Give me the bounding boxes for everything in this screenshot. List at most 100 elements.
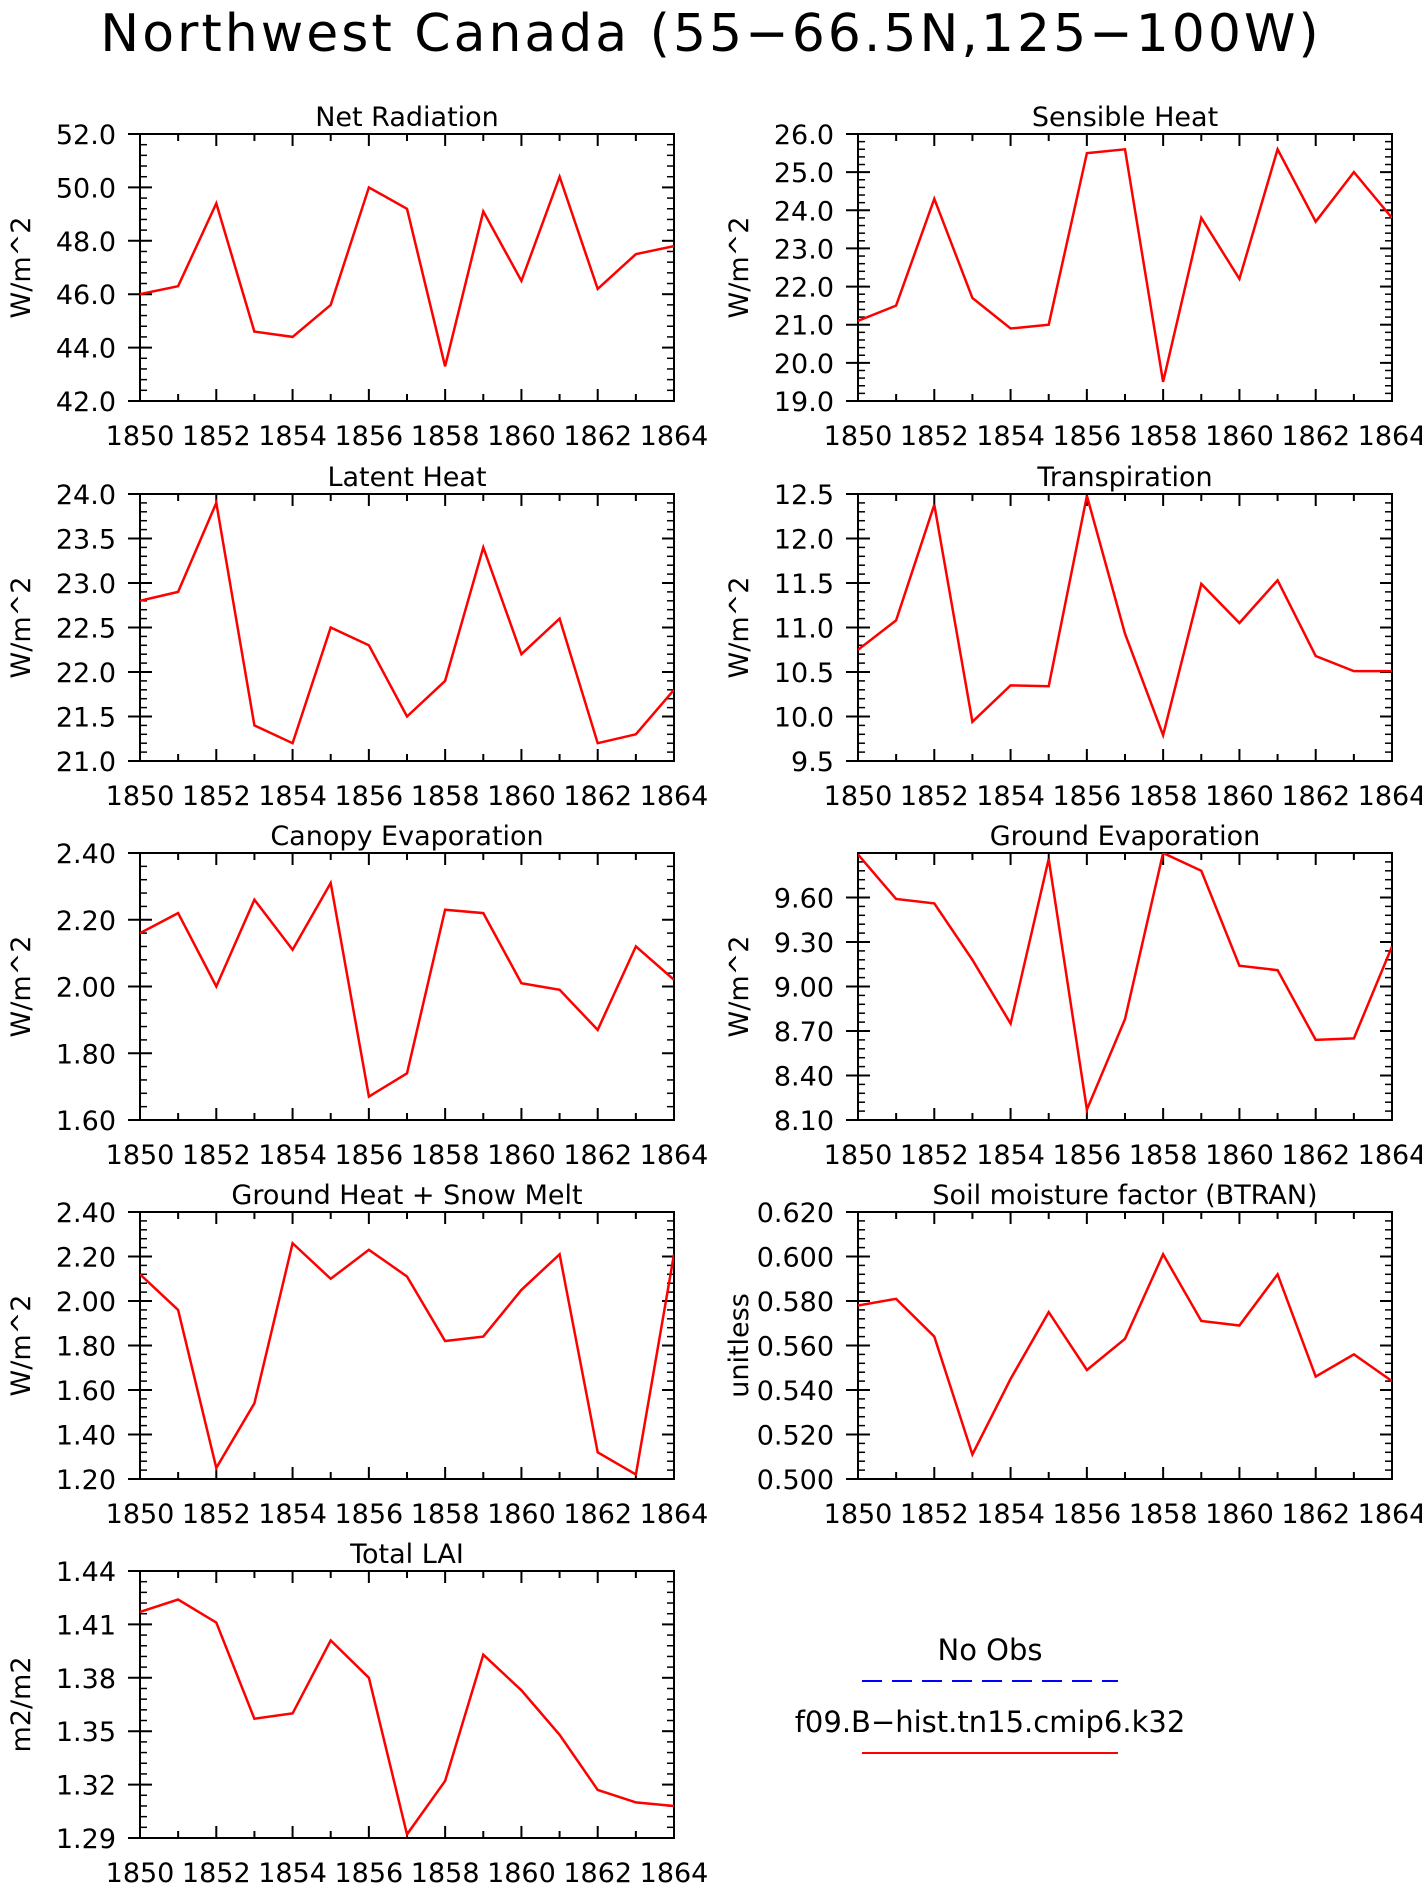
x-tick-label: 1852 (182, 781, 251, 812)
x-tick-label: 1858 (411, 1858, 480, 1889)
y-tick-label: 9.5 (791, 747, 834, 778)
x-tick-label: 1854 (258, 1140, 327, 1171)
y-axis-label: W/m^2 (6, 577, 37, 679)
x-tick-label: 1852 (900, 421, 969, 452)
y-tick-label: 10.0 (774, 703, 834, 734)
y-tick-label: 26.0 (774, 120, 834, 151)
chart-title: Ground Heat + Snow Melt (231, 1180, 582, 1211)
x-tick-label: 1860 (1205, 1140, 1274, 1171)
y-tick-label: 21.0 (56, 747, 116, 778)
x-tick-label: 1864 (640, 1499, 709, 1530)
x-tick-label: 1858 (1129, 1140, 1198, 1171)
x-tick-label: 1850 (824, 1499, 893, 1530)
x-tick-label: 1852 (900, 1140, 969, 1171)
chart-title: Transpiration (1036, 462, 1212, 493)
y-axis-label: W/m^2 (6, 1295, 37, 1397)
y-tick-label: 2.00 (56, 1287, 116, 1318)
x-tick-label: 1856 (334, 1140, 403, 1171)
x-tick-label: 1862 (563, 781, 632, 812)
x-tick-label: 1850 (106, 1499, 175, 1530)
x-tick-label: 1860 (487, 1140, 556, 1171)
x-tick-label: 1852 (900, 1499, 969, 1530)
y-tick-label: 0.540 (757, 1376, 834, 1407)
plot-frame (139, 852, 675, 1121)
x-tick-label: 1864 (640, 1140, 709, 1171)
x-tick-label: 1854 (976, 1499, 1045, 1530)
y-tick-label: 22.5 (56, 614, 116, 645)
y-tick-label: 1.35 (56, 1717, 116, 1748)
x-tick-label: 1864 (640, 1858, 709, 1889)
x-tick-label: 1856 (334, 1499, 403, 1530)
y-tick-label: 0.580 (757, 1287, 834, 1318)
x-tick-label: 1862 (563, 421, 632, 452)
x-tick-label: 1864 (640, 781, 709, 812)
y-axis-label: unitless (724, 1293, 755, 1398)
chart-title: Sensible Heat (1032, 102, 1218, 133)
y-tick-label: 50.0 (56, 173, 116, 204)
x-tick-label: 1856 (1052, 1140, 1121, 1171)
chart-title: Soil moisture factor (BTRAN) (932, 1180, 1317, 1211)
x-tick-label: 1856 (334, 1858, 403, 1889)
x-tick-label: 1858 (1129, 781, 1198, 812)
y-tick-label: 0.620 (757, 1198, 834, 1229)
x-tick-label: 1860 (487, 781, 556, 812)
y-tick-label: 23.5 (56, 525, 116, 556)
y-tick-label: 24.0 (774, 196, 834, 227)
x-tick-label: 1858 (1129, 421, 1198, 452)
y-axis-label: W/m^2 (6, 217, 37, 319)
chart-title: Latent Heat (327, 462, 486, 493)
y-tick-label: 1.38 (56, 1664, 116, 1695)
plot-frame (139, 493, 675, 762)
y-tick-label: 20.0 (774, 349, 834, 380)
x-tick-label: 1862 (1281, 781, 1350, 812)
x-tick-label: 1854 (976, 421, 1045, 452)
y-tick-label: 0.560 (757, 1332, 834, 1363)
y-tick-label: 2.00 (56, 973, 116, 1004)
series-line (858, 495, 1392, 740)
series-line (140, 498, 674, 745)
y-tick-label: 1.20 (56, 1465, 116, 1496)
y-tick-label: 2.20 (56, 906, 116, 937)
x-tick-label: 1856 (1052, 781, 1121, 812)
x-tick-label: 1852 (900, 781, 969, 812)
x-tick-label: 1862 (563, 1499, 632, 1530)
legend-model-label: f09.B−hist.tn15.cmip6.k32 (795, 1705, 1186, 1739)
x-tick-label: 1858 (411, 781, 480, 812)
x-tick-label: 1856 (1052, 1499, 1121, 1530)
chart-title: Total LAI (349, 1539, 464, 1570)
y-axis-label: m2/m2 (6, 1656, 37, 1752)
y-tick-label: 1.41 (56, 1610, 116, 1641)
x-tick-label: 1852 (182, 421, 251, 452)
y-tick-label: 11.5 (774, 569, 834, 600)
series-line (858, 145, 1392, 383)
x-tick-label: 1860 (1205, 421, 1274, 452)
plot-frame (857, 852, 1393, 1121)
x-tick-label: 1854 (976, 781, 1045, 812)
x-tick-label: 1860 (1205, 1499, 1274, 1530)
y-tick-label: 8.10 (774, 1106, 834, 1137)
series-line (140, 1240, 674, 1477)
chart-ground-heat-snow-melt: Ground Heat + Snow Melt W/m^2 1850 1852 1854… (6, 1180, 708, 1530)
x-tick-label: 1850 (106, 421, 175, 452)
y-tick-label: 23.0 (774, 234, 834, 265)
y-tick-label: 10.5 (774, 658, 834, 689)
x-tick-label: 1862 (1281, 1499, 1350, 1530)
y-tick-label: 19.0 (774, 387, 834, 418)
y-tick-label: 8.70 (774, 1017, 834, 1048)
y-tick-label: 2.20 (56, 1243, 116, 1274)
x-tick-label: 1864 (640, 421, 709, 452)
y-axis-label: W/m^2 (724, 936, 755, 1038)
x-tick-label: 1850 (824, 1140, 893, 1171)
x-tick-label: 1864 (1358, 1140, 1422, 1171)
y-tick-label: 1.60 (56, 1106, 116, 1137)
chart-title: Ground Evaporation (990, 821, 1261, 852)
x-tick-label: 1860 (487, 421, 556, 452)
y-axis-label: W/m^2 (6, 936, 37, 1038)
y-tick-label: 12.0 (774, 525, 834, 556)
chart-latent-heat: Latent Heat W/m^2 1850 1852 1854 1856 1858 1860… (6, 462, 708, 812)
x-tick-label: 1860 (1205, 781, 1274, 812)
y-tick-label: 12.5 (774, 480, 834, 511)
